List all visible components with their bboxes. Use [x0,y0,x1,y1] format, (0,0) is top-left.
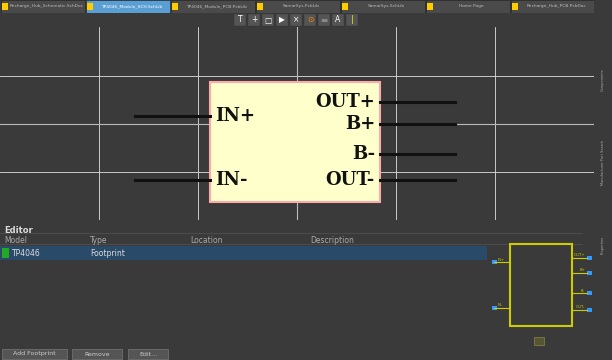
Text: IN+: IN+ [498,257,506,261]
Text: Footprint: Footprint [90,248,125,257]
Bar [492,260,497,264]
Bar [0,246,487,260]
Bar [427,3,433,10]
Bar [425,0,510,13]
Bar [210,82,380,202]
Text: B-: B- [581,289,585,293]
Text: ×: × [293,15,299,24]
Text: B+: B+ [345,115,375,133]
Text: IN+: IN+ [215,107,255,125]
Text: OUT-: OUT- [326,171,375,189]
Text: OUT+: OUT+ [573,253,585,257]
Bar [510,0,594,13]
Text: Edit...: Edit... [139,351,157,356]
Bar [492,306,497,310]
Text: Remove: Remove [84,351,110,356]
Text: TP4046_Module_SCH.SchLib: TP4046_Module_SCH.SchLib [101,4,162,9]
Bar [587,291,592,295]
Text: ⊙: ⊙ [307,15,313,24]
Bar [171,0,255,13]
Text: IN-: IN- [215,171,247,189]
Bar [304,14,316,26]
Text: Recharge_Hub_PCB.PcbDoc: Recharge_Hub_PCB.PcbDoc [526,4,586,9]
Text: OUT+: OUT+ [315,93,375,111]
Bar [512,3,518,10]
Bar [342,3,348,10]
Bar [587,271,592,275]
Text: Recharge_Hub_Schematic.SchDoc: Recharge_Hub_Schematic.SchDoc [10,4,83,9]
Bar [332,14,344,26]
Bar [318,14,330,26]
Text: ▬: ▬ [320,15,327,24]
Text: Components: Components [601,68,605,91]
Bar [290,14,302,26]
Bar [87,3,93,10]
Text: Manufacturer Part Search: Manufacturer Part Search [601,139,605,185]
Text: Properties: Properties [601,236,605,254]
Text: SamarSys.SchLib: SamarSys.SchLib [368,4,405,9]
Text: T: T [237,15,242,24]
Bar [86,0,170,13]
Text: TP4046_Module_PCB.PcbLib: TP4046_Module_PCB.PcbLib [186,4,247,9]
Text: IN-: IN- [498,303,504,307]
Text: Editor: Editor [4,226,33,235]
Text: B+: B+ [579,268,585,272]
Text: Add Footprint: Add Footprint [13,351,56,356]
Bar [72,349,122,359]
Text: B-: B- [352,145,375,163]
Text: TP4046: TP4046 [12,248,41,257]
Bar [510,244,572,326]
Bar [257,3,263,10]
Text: Type: Type [90,236,108,245]
Bar [2,248,9,258]
Text: ▶: ▶ [279,15,285,24]
Text: □: □ [264,15,272,24]
Bar [346,14,358,26]
Text: Home Page: Home Page [459,4,484,9]
Bar [340,0,425,13]
Bar [534,337,544,345]
Bar [248,14,260,26]
Text: OUT-: OUT- [576,305,585,309]
Text: +: + [251,15,257,24]
Bar [128,349,168,359]
Bar [262,14,274,26]
Bar [587,256,592,260]
Text: Location: Location [190,236,223,245]
Text: |: | [351,15,353,24]
Bar [587,307,592,312]
Text: SamarSys.PcbLib: SamarSys.PcbLib [283,4,320,9]
Bar [1,0,84,13]
Bar [172,3,178,10]
Text: Description: Description [310,236,354,245]
Text: Model: Model [4,236,27,245]
Bar [255,0,340,13]
Bar [234,14,246,26]
Bar [276,14,288,26]
Bar [2,349,67,359]
Text: A: A [335,15,341,24]
Bar [2,3,8,10]
